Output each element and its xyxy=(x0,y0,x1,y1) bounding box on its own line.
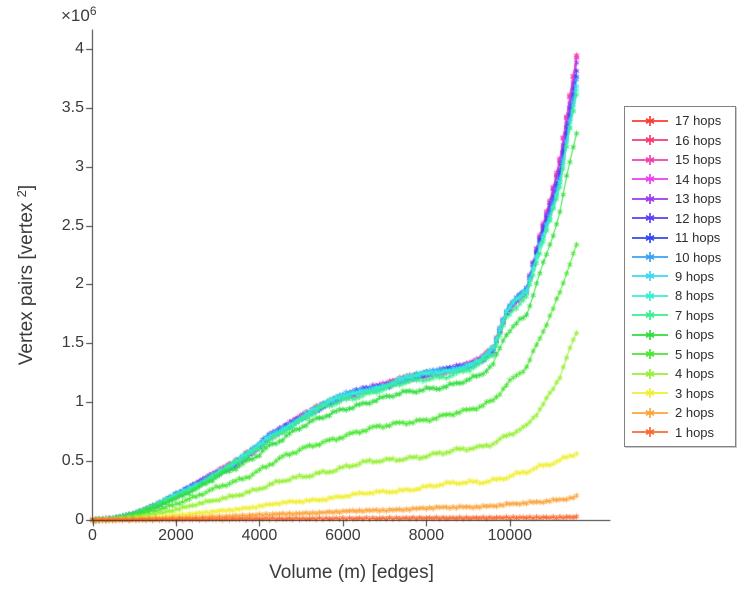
legend-line-asterisk-marker-icon xyxy=(632,232,668,243)
legend-item-label: 10 hops xyxy=(675,249,722,265)
legend-item: 2 hops xyxy=(625,404,735,422)
legend-item-label: 15 hops xyxy=(675,152,722,168)
y-tick-label: 0.5 xyxy=(61,452,84,470)
legend: 17 hops 16 hops 15 hops 14 hops 13 hops 12 ho… xyxy=(624,106,736,447)
legend-item: 11 hops xyxy=(625,229,735,247)
legend-item: 10 hops xyxy=(625,248,735,266)
legend-line-asterisk-marker-icon xyxy=(632,427,668,438)
legend-item: 13 hops xyxy=(625,190,735,208)
legend-line-asterisk-marker-icon xyxy=(632,115,668,126)
legend-line-asterisk-marker-icon xyxy=(632,271,668,282)
legend-item: 6 hops xyxy=(625,326,735,344)
x-tick-label: 6000 xyxy=(325,527,361,544)
x-tick-label: 0 xyxy=(88,527,97,544)
legend-item-label: 7 hops xyxy=(675,307,715,323)
legend-item-label: 16 hops xyxy=(675,132,722,148)
legend-line-asterisk-marker-icon xyxy=(632,329,668,340)
legend-item: 3 hops xyxy=(625,384,735,402)
x-tick-label: 10000 xyxy=(487,527,533,544)
legend-line-asterisk-marker-icon xyxy=(632,213,668,224)
legend-line-asterisk-marker-icon xyxy=(632,252,668,263)
legend-item: 8 hops xyxy=(625,287,735,305)
legend-item: 14 hops xyxy=(625,170,735,188)
legend-item: 1 hops xyxy=(625,423,735,441)
legend-item: 4 hops xyxy=(625,365,735,383)
legend-item-label: 6 hops xyxy=(675,327,715,343)
legend-line-asterisk-marker-icon xyxy=(632,349,668,360)
x-tick-label: 2000 xyxy=(158,527,194,544)
legend-item-label: 12 hops xyxy=(675,210,722,226)
legend-line-asterisk-marker-icon xyxy=(632,290,668,301)
x-tick-label: 4000 xyxy=(241,527,278,544)
y-tick-label: 1.5 xyxy=(61,334,84,352)
legend-item: 17 hops xyxy=(625,112,735,130)
legend-item-label: 3 hops xyxy=(675,385,715,401)
legend-item-label: 2 hops xyxy=(675,405,715,421)
x-axis-label: Volume (m) [edges] xyxy=(269,562,434,583)
y-tick-label: 0 xyxy=(75,511,84,528)
legend-line-asterisk-marker-icon xyxy=(632,310,668,321)
legend-line-asterisk-marker-icon xyxy=(632,368,668,379)
legend-item: 9 hops xyxy=(625,267,735,285)
y-tick-label: 1 xyxy=(75,393,84,411)
legend-item-label: 9 hops xyxy=(675,268,715,284)
legend-item: 12 hops xyxy=(625,209,735,227)
legend-item-label: 13 hops xyxy=(675,191,722,207)
legend-line-asterisk-marker-icon xyxy=(632,154,668,165)
y-tick-label: 2 xyxy=(75,275,84,293)
legend-line-asterisk-marker-icon xyxy=(632,193,668,204)
y-tick-label: 3.5 xyxy=(61,98,84,116)
legend-item-label: 4 hops xyxy=(675,366,715,382)
legend-item-label: 11 hops xyxy=(675,230,721,246)
legend-item-label: 14 hops xyxy=(675,171,722,187)
legend-item-label: 8 hops xyxy=(675,288,715,304)
y-exponent-base: ×10 xyxy=(61,6,90,25)
y-axis-exponent-label: ×106 xyxy=(61,4,97,26)
legend-item-label: 5 hops xyxy=(675,346,715,362)
x-tick-label: 8000 xyxy=(408,527,445,544)
legend-item: 15 hops xyxy=(625,151,735,169)
legend-line-asterisk-marker-icon xyxy=(632,174,668,185)
y-tick-label: 3 xyxy=(75,157,84,175)
legend-line-asterisk-marker-icon xyxy=(632,135,668,146)
y-tick-label: 4 xyxy=(75,39,84,57)
legend-item-label: 17 hops xyxy=(675,113,722,129)
legend-item-label: 1 hops xyxy=(675,424,715,440)
legend-line-asterisk-marker-icon xyxy=(632,407,668,418)
y-tick-label: 2.5 xyxy=(61,216,84,234)
legend-item: 16 hops xyxy=(625,131,735,149)
y-exponent-power: 6 xyxy=(89,4,97,18)
legend-item: 5 hops xyxy=(625,345,735,363)
legend-item: 7 hops xyxy=(625,306,735,324)
legend-line-asterisk-marker-icon xyxy=(632,388,668,399)
